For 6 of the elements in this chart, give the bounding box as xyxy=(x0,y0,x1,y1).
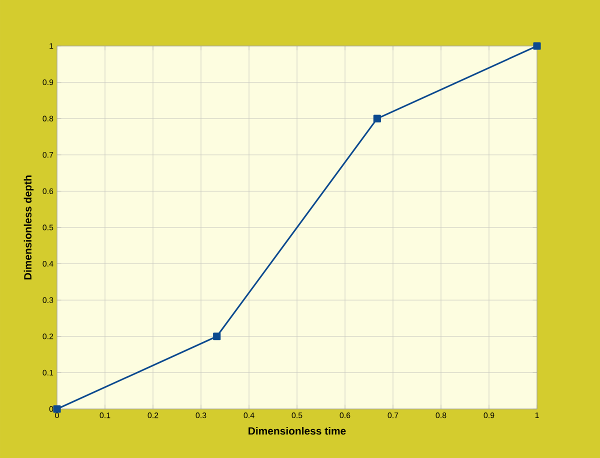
point xyxy=(213,332,221,340)
point xyxy=(53,405,61,413)
x-axis-title: Dimensionless time xyxy=(248,426,346,435)
point xyxy=(533,42,541,50)
point xyxy=(373,114,381,122)
y-axis-title: Dimensionless depth xyxy=(24,176,34,280)
